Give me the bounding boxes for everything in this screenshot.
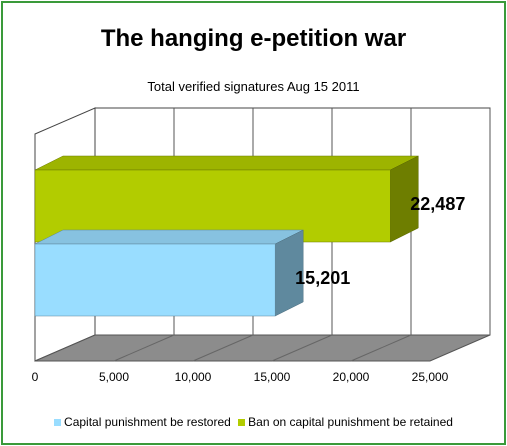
legend-swatch-retained — [238, 419, 246, 427]
legend-item-restored: Capital punishment be restored — [54, 415, 231, 429]
floor-line-1 — [113, 334, 175, 362]
plot-area: 0 5,000 10,000 15,000 20,000 25,000 22,487 15,2… — [32, 107, 491, 384]
legend-swatch-restored — [54, 419, 62, 427]
x-tick-label-4: 20,000 — [333, 370, 370, 384]
bar-value-label-0: 15,201 — [295, 268, 350, 288]
x-tick-label-0: 0 — [32, 370, 39, 384]
floor — [34, 334, 491, 362]
legend-label-restored: Capital punishment be restored — [64, 415, 231, 429]
legend-item-retained: Ban on capital punishment be retained — [238, 415, 453, 429]
chart-subtitle: Total verified signatures Aug 15 2011 — [147, 79, 360, 94]
bar-top-0 — [34, 229, 304, 245]
bar-top-1 — [34, 155, 419, 171]
bar-value-label-1: 22,487 — [410, 194, 465, 214]
x-tick-label-5: 25,000 — [412, 370, 449, 384]
floor-line-3 — [271, 334, 333, 362]
floor-line-4 — [350, 334, 412, 362]
x-tick-label-2: 10,000 — [175, 370, 212, 384]
chart-title: The hanging e-petition war — [100, 25, 407, 52]
bar-0 — [34, 243, 276, 317]
floor-line-2 — [192, 334, 254, 362]
x-tick-label-3: 15,000 — [254, 370, 291, 384]
x-tick-label-1: 5,000 — [99, 370, 129, 384]
legend: Capital punishment be restored Ban on ca… — [3, 415, 504, 429]
legend-label-retained: Ban on capital punishment be retained — [248, 415, 453, 429]
